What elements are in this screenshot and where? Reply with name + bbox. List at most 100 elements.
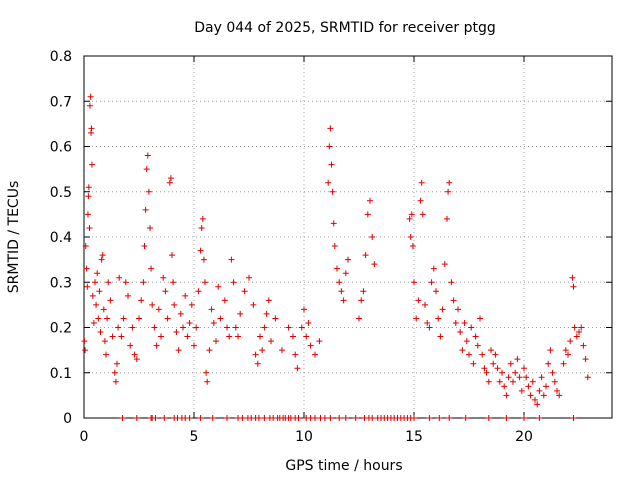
data-point: [360, 288, 367, 295]
data-point: [367, 197, 373, 204]
data-point: [109, 333, 116, 340]
data-point: [362, 252, 369, 259]
data-point: [261, 324, 268, 331]
y-tick-label: 0.6: [50, 140, 72, 156]
data-point: [446, 179, 453, 186]
data-point: [329, 188, 336, 195]
data-point: [197, 415, 204, 421]
data-point: [224, 415, 230, 421]
data-point: [217, 315, 224, 322]
data-point: [582, 356, 589, 363]
data-point: [161, 415, 168, 421]
data-point: [554, 387, 560, 394]
data-point: [166, 179, 173, 186]
data-point: [580, 342, 587, 349]
data-point: [424, 319, 431, 326]
data-point: [516, 374, 523, 381]
data-point: [167, 175, 174, 182]
data-point: [118, 333, 125, 340]
data-point: [114, 360, 120, 367]
data-point: [144, 152, 151, 159]
x-tick-label: 15: [405, 429, 423, 445]
data-point: [100, 306, 107, 313]
data-point: [193, 324, 200, 331]
x-tick-label: 0: [80, 429, 89, 445]
data-point: [208, 306, 215, 313]
data-point: [439, 306, 446, 313]
data-point: [119, 415, 126, 421]
data-point: [292, 351, 299, 358]
data-point: [452, 319, 459, 326]
data-point: [158, 333, 164, 340]
data-point: [474, 342, 481, 349]
data-point: [521, 415, 527, 421]
data-point: [206, 347, 213, 354]
y-tick-label: 0.7: [50, 94, 72, 110]
data-point: [437, 333, 444, 340]
data-point: [82, 347, 89, 354]
data-point: [470, 360, 477, 367]
data-point: [505, 374, 512, 381]
data-point: [512, 369, 519, 376]
data-point: [565, 351, 571, 358]
data-point: [182, 292, 189, 299]
data-point: [426, 415, 433, 421]
data-point: [507, 360, 514, 367]
data-point: [98, 256, 105, 263]
grid-lines: [84, 56, 612, 418]
data-point: [145, 188, 152, 195]
data-point: [490, 360, 497, 367]
data-point: [133, 415, 140, 421]
data-point: [463, 338, 470, 345]
data-point: [573, 333, 580, 340]
data-point: [409, 243, 416, 250]
data-point: [340, 297, 347, 304]
data-point: [466, 351, 472, 358]
data-point: [152, 415, 159, 421]
data-point: [198, 224, 205, 231]
data-point: [413, 315, 420, 322]
data-point: [492, 351, 499, 358]
data-point: [331, 243, 338, 250]
data-point: [105, 279, 112, 286]
data-point: [446, 415, 453, 421]
x-tick-label: 5: [190, 429, 199, 445]
data-point: [237, 310, 244, 317]
data-point: [543, 383, 549, 390]
data-point: [521, 365, 527, 372]
data-point: [191, 342, 197, 349]
data-point: [115, 324, 122, 331]
data-point: [510, 378, 516, 385]
data-point: [120, 315, 127, 322]
data-point: [503, 392, 510, 399]
data-point: [232, 324, 239, 331]
data-point: [188, 301, 195, 308]
data-point: [468, 324, 475, 331]
data-point: [89, 292, 96, 299]
data-point: [85, 184, 92, 191]
y-tick-label: 0.3: [50, 275, 72, 291]
data-point: [430, 265, 437, 272]
data-point: [518, 387, 525, 394]
data-point: [230, 279, 237, 286]
data-point: [316, 338, 323, 345]
data-point: [160, 274, 167, 281]
data-point: [422, 301, 428, 308]
data-point: [494, 365, 501, 372]
data-point: [536, 387, 543, 394]
data-point: [455, 306, 461, 313]
data-point: [250, 301, 257, 308]
data-point: [246, 274, 252, 281]
data-point: [184, 333, 191, 340]
data-point: [215, 283, 222, 290]
data-point: [303, 333, 310, 340]
data-point: [419, 211, 426, 218]
data-point: [428, 279, 435, 286]
data-point: [328, 161, 335, 168]
data-point: [450, 297, 457, 304]
data-point: [199, 215, 206, 222]
data-point: [88, 125, 95, 132]
data-point: [529, 378, 536, 385]
data-point: [186, 415, 193, 421]
